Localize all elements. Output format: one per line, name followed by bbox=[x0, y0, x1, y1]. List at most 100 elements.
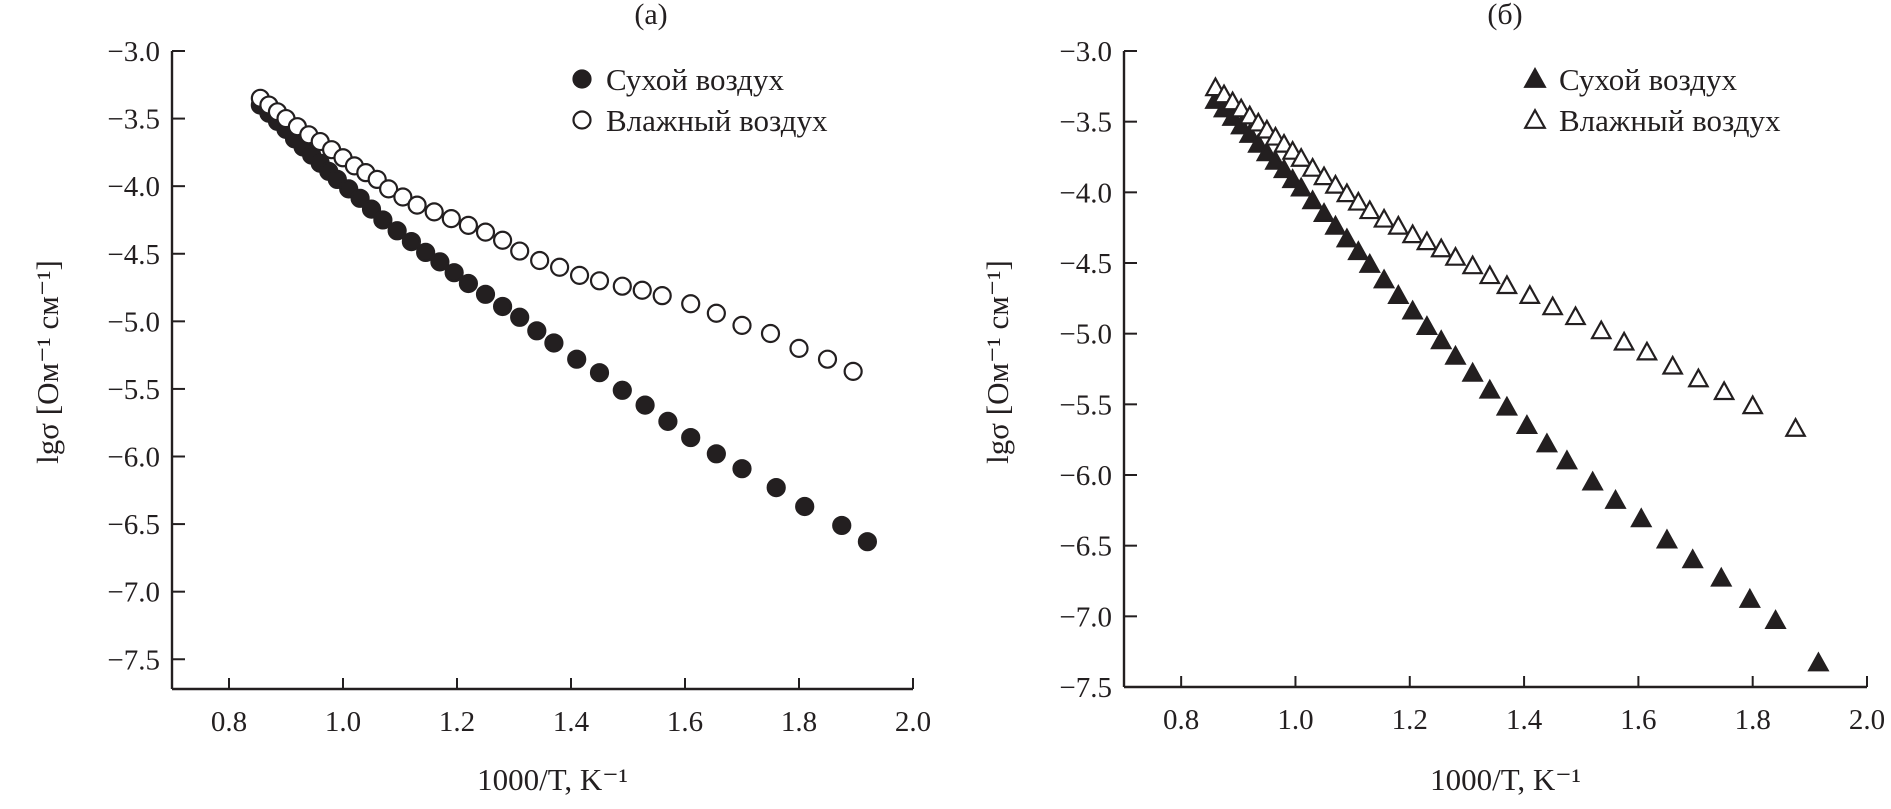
data-point bbox=[1247, 132, 1270, 153]
data-point bbox=[1335, 227, 1358, 248]
data-point bbox=[1401, 223, 1424, 244]
x-tick-label: 1.4 bbox=[553, 706, 590, 738]
data-point bbox=[1764, 609, 1787, 630]
data-point bbox=[407, 195, 427, 215]
data-point bbox=[681, 294, 701, 314]
data-point bbox=[379, 179, 399, 199]
y-axis-label: lgσ [Ом⁻¹ см⁻¹] bbox=[30, 260, 65, 464]
data-point bbox=[1430, 237, 1453, 258]
data-point bbox=[1541, 295, 1564, 316]
data-point bbox=[1281, 168, 1304, 189]
data-point bbox=[350, 188, 370, 208]
data-point bbox=[1555, 449, 1579, 470]
data-point bbox=[1604, 488, 1627, 509]
data-point bbox=[1630, 507, 1653, 528]
y-tick-label: −6.0 bbox=[107, 442, 160, 474]
series-humid-air bbox=[1204, 76, 1807, 437]
x-tick-label: 1.6 bbox=[667, 706, 703, 738]
data-point bbox=[589, 363, 610, 383]
data-point bbox=[549, 257, 570, 277]
x-tick-label: 2.0 bbox=[895, 706, 931, 738]
data-point bbox=[1290, 146, 1313, 167]
legend-item: Сухой воздух bbox=[572, 62, 784, 97]
data-point bbox=[1358, 199, 1381, 220]
data-point bbox=[1687, 367, 1710, 388]
x-tick-label: 1.2 bbox=[439, 706, 475, 738]
y-tick-label: −4.5 bbox=[107, 239, 160, 271]
data-point bbox=[1495, 274, 1519, 295]
y-tick-label: −5.0 bbox=[107, 306, 160, 338]
data-point bbox=[493, 230, 513, 250]
x-tick-label: 1.8 bbox=[1735, 704, 1771, 736]
data-point bbox=[1590, 319, 1613, 340]
data-point bbox=[1681, 548, 1704, 569]
legend-label: Влажный воздух bbox=[1559, 103, 1781, 138]
data-point bbox=[1372, 268, 1396, 289]
legend-marker bbox=[572, 110, 592, 130]
x-axis-label: 1000/T, K⁻¹ bbox=[1430, 762, 1581, 797]
data-point bbox=[1444, 245, 1467, 266]
x-tick-label: 0.8 bbox=[1163, 704, 1199, 736]
x-tick-label: 1.0 bbox=[325, 706, 361, 738]
x-tick-label: 2.0 bbox=[1849, 704, 1885, 736]
data-point bbox=[1430, 329, 1453, 350]
data-point bbox=[1738, 587, 1761, 608]
x-tick-label: 1.8 bbox=[781, 706, 817, 738]
data-point bbox=[1301, 156, 1324, 177]
data-point bbox=[493, 296, 513, 317]
panel-a: 0.8 1.0 1.2 1.4 1.6 1.8 2.0 −3.0 −3.5 −4.0 −4.5 −5.… bbox=[30, 0, 931, 797]
data-point bbox=[1230, 114, 1253, 135]
data-point bbox=[1784, 416, 1807, 437]
data-point bbox=[817, 349, 838, 369]
data-point bbox=[1335, 182, 1358, 203]
data-point bbox=[416, 242, 436, 263]
data-point bbox=[589, 271, 610, 291]
y-tick-label: −7.0 bbox=[107, 577, 160, 609]
data-point bbox=[361, 199, 382, 219]
y-tick-label: −4.0 bbox=[1059, 177, 1112, 209]
data-point bbox=[857, 532, 878, 552]
data-point bbox=[732, 315, 752, 335]
x-tick-label: 1.2 bbox=[1392, 704, 1428, 736]
legend-label: Сухой воздух bbox=[606, 62, 784, 97]
data-point bbox=[706, 303, 726, 323]
data-point bbox=[1290, 176, 1313, 197]
data-point bbox=[1264, 149, 1287, 170]
data-point bbox=[1387, 284, 1410, 304]
data-point bbox=[789, 338, 809, 358]
data-point bbox=[569, 265, 590, 285]
data-point bbox=[1807, 651, 1830, 672]
y-tick-label: −7.5 bbox=[107, 644, 160, 676]
data-point bbox=[510, 307, 530, 327]
data-point bbox=[1515, 414, 1539, 434]
data-point bbox=[681, 427, 701, 448]
data-point bbox=[458, 215, 478, 235]
y-tick-label: −5.5 bbox=[1059, 389, 1112, 421]
legend-item: Сухой воздух bbox=[1523, 62, 1737, 97]
data-point bbox=[760, 323, 781, 344]
data-point bbox=[567, 349, 587, 369]
data-point bbox=[1312, 202, 1336, 222]
data-point bbox=[832, 515, 852, 536]
data-point bbox=[1387, 214, 1410, 235]
data-point bbox=[393, 187, 413, 207]
panel-b: 0.8 1.0 1.2 1.4 1.6 1.8 2.0 −3.0 −3.5 −4.0 −4.5 −5.… bbox=[980, 0, 1885, 797]
data-point bbox=[1238, 122, 1261, 143]
data-point bbox=[1272, 158, 1296, 179]
data-point bbox=[635, 395, 655, 415]
data-point bbox=[1312, 165, 1336, 186]
data-point bbox=[1655, 528, 1679, 549]
data-point bbox=[401, 231, 421, 252]
data-point bbox=[1444, 344, 1467, 365]
data-point bbox=[424, 202, 444, 222]
data-point bbox=[1301, 189, 1324, 210]
data-point bbox=[373, 210, 393, 230]
y-tick-label: −3.5 bbox=[107, 104, 160, 136]
data-point bbox=[430, 252, 450, 272]
data-point bbox=[1581, 470, 1604, 491]
data-point bbox=[1635, 340, 1659, 361]
data-point bbox=[1478, 264, 1501, 285]
data-point bbox=[843, 361, 863, 381]
data-point bbox=[387, 221, 407, 241]
